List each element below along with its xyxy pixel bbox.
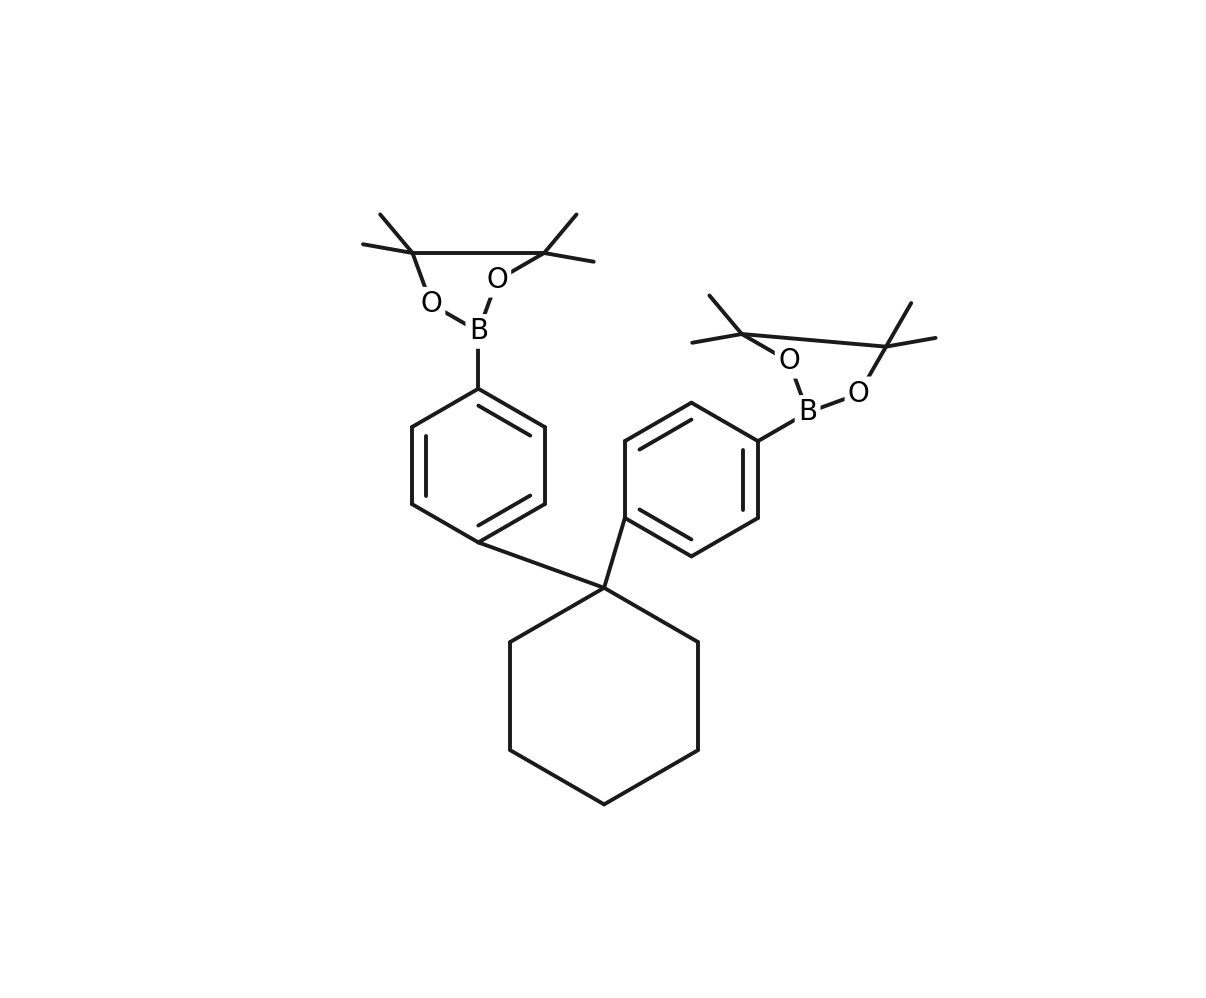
Text: O: O bbox=[420, 290, 443, 318]
Text: B: B bbox=[798, 398, 818, 426]
Text: O: O bbox=[848, 380, 870, 408]
Text: O: O bbox=[778, 347, 800, 375]
Text: O: O bbox=[486, 266, 508, 294]
Text: B: B bbox=[469, 317, 488, 345]
